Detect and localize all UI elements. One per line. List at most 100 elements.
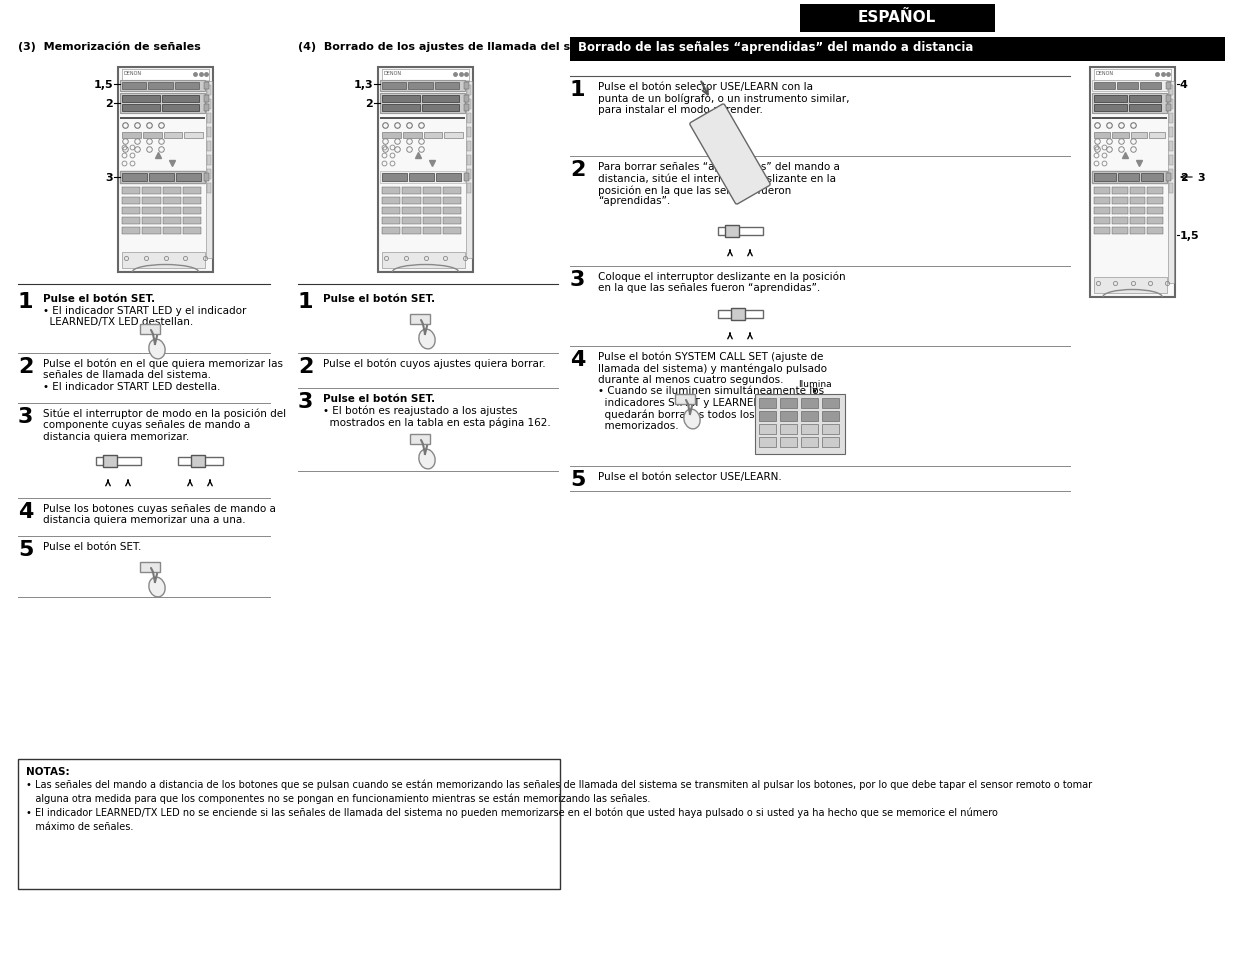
Bar [1118,173,1139,182]
Text: 3: 3 [570,270,585,290]
Bar [464,105,469,112]
Bar [1094,208,1110,214]
Bar [142,228,161,234]
Bar [118,68,213,273]
Bar [176,173,200,182]
Ellipse shape [419,450,435,470]
Bar [162,96,199,103]
Text: Pulse el botón en el que quiera memorizar las: Pulse el botón en el que quiera memoriza… [43,358,283,369]
Bar [802,398,818,409]
Bar [781,424,797,435]
Bar [122,70,209,81]
Bar [1094,218,1110,225]
Bar [423,132,443,139]
Bar [174,83,199,90]
Bar [1166,83,1171,90]
Text: 4: 4 [19,501,33,521]
Text: 3: 3 [298,392,313,412]
Text: 2: 2 [1180,172,1188,183]
Bar [1169,128,1173,138]
Bar [468,100,471,110]
Bar [162,208,181,214]
Text: 5: 5 [19,539,33,559]
Bar [1147,228,1163,234]
Bar [1147,198,1163,205]
Bar [382,253,465,269]
Bar [142,132,162,139]
Bar [760,424,776,435]
Bar [823,398,839,409]
Bar [717,311,763,318]
Text: “aprendidas”.: “aprendidas”. [597,196,670,206]
Bar [731,309,745,320]
Text: (4)  Borrado de los ajustes de llamada del sistema: (4) Borrado de los ajustes de llamada de… [298,42,612,52]
Ellipse shape [684,410,700,430]
Bar [382,70,469,82]
Bar [1166,173,1171,182]
Bar [800,5,995,33]
Text: ESPAÑOL: ESPAÑOL [858,10,936,25]
Bar [443,218,461,225]
Bar [183,188,200,194]
Bar [382,228,401,234]
Bar [142,188,161,194]
Bar [379,68,473,273]
Bar [464,96,469,103]
Bar [183,198,200,205]
Bar [382,198,401,205]
Bar [1094,83,1115,90]
Bar [382,83,406,90]
Text: Pulse los botones cuyas señales de mando a: Pulse los botones cuyas señales de mando… [43,503,276,514]
Text: • El indicador START LED y el indicador: • El indicador START LED y el indicador [43,306,246,315]
Bar [103,456,118,468]
Bar [1112,228,1127,234]
Bar [122,173,147,182]
Bar [1129,198,1145,205]
Bar [1092,94,1166,113]
Bar [402,188,421,194]
Bar [142,218,161,225]
Bar [1142,173,1163,182]
Bar [443,198,461,205]
Text: Pulse el botón selector USE/LEARN con la: Pulse el botón selector USE/LEARN con la [597,82,813,91]
Bar [1094,277,1166,294]
Bar [468,113,471,124]
Bar [162,198,181,205]
Bar [142,198,161,205]
Bar [204,96,209,103]
Bar [163,132,182,139]
Bar [675,395,695,405]
Text: Pulse el botón SET.: Pulse el botón SET. [43,541,141,552]
Bar [184,132,203,139]
Bar [204,173,209,182]
Bar [1090,68,1175,297]
Bar [207,100,212,110]
Bar [162,218,181,225]
Bar [1094,96,1127,103]
Bar [204,105,209,112]
Bar [466,82,473,258]
Ellipse shape [148,578,166,598]
Bar [409,173,434,182]
Bar [434,83,459,90]
Bar [1169,100,1173,110]
Text: Pulse el botón SET.: Pulse el botón SET. [43,294,155,304]
Bar [570,38,1225,62]
Bar [1166,105,1171,112]
Bar [409,314,430,325]
Text: 3: 3 [19,407,33,427]
Text: indicadores START y LEARNED /TX LED,: indicadores START y LEARNED /TX LED, [597,397,808,408]
Bar [823,424,839,435]
Bar [802,424,818,435]
Bar [1094,70,1171,82]
Text: 3: 3 [1197,172,1205,183]
Text: Para borrar señales “aprendidas” del mando a: Para borrar señales “aprendidas” del man… [597,162,840,172]
Bar [148,173,174,182]
Bar [422,105,459,112]
Text: 1: 1 [570,80,585,100]
Text: memorizados.: memorizados. [597,420,679,431]
Bar [1094,105,1127,112]
Bar [717,228,763,235]
Bar [122,70,209,82]
Bar [207,156,212,166]
